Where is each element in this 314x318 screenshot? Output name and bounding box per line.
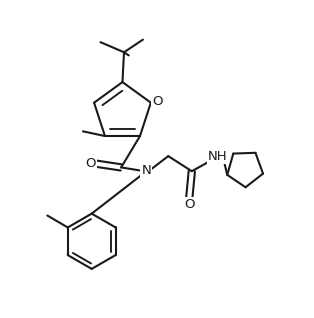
Text: O: O <box>184 198 195 211</box>
Text: O: O <box>153 95 163 107</box>
Text: N: N <box>141 164 151 177</box>
Text: NH: NH <box>208 150 227 162</box>
Text: O: O <box>85 156 96 169</box>
